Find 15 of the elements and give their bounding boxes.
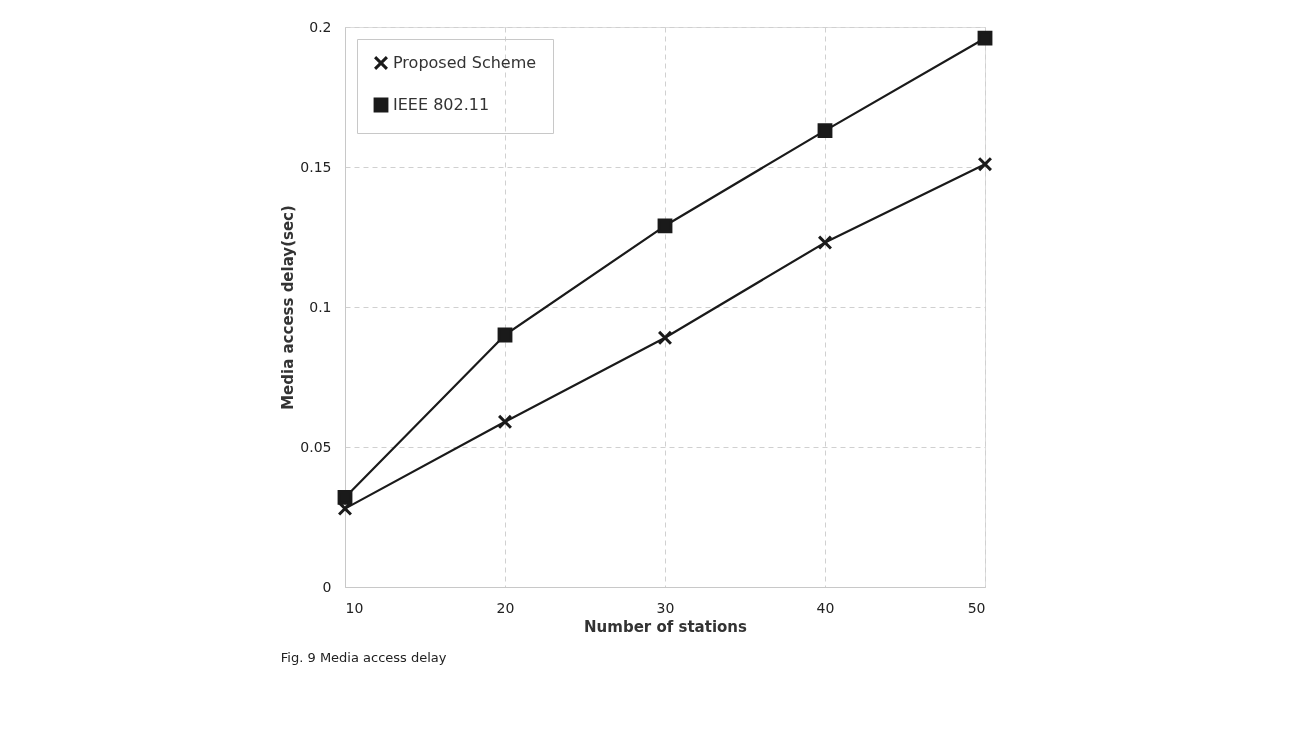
- x-tick-label: 40: [816, 599, 835, 616]
- y-tick-label: 0: [322, 578, 332, 595]
- x-tick-label: 10: [345, 599, 364, 616]
- caption: Fig. 9 Media access delay: [280, 650, 447, 665]
- x-tick-label: 50: [967, 599, 986, 616]
- x-tick-label: 20: [496, 599, 515, 616]
- y-tick-label: 0.1: [309, 298, 332, 315]
- x-axis-title: Number of stations: [584, 617, 748, 636]
- legend-label: IEEE 802.11: [393, 95, 490, 114]
- y-tick-label: 0.2: [309, 18, 332, 35]
- y-axis-title: Media access delay(sec): [279, 205, 298, 410]
- y-tick-label: 0.15: [300, 158, 332, 175]
- legend-label: Proposed Scheme: [393, 53, 537, 72]
- x-tick-label: 30: [656, 599, 675, 616]
- y-tick-label: 0.05: [300, 438, 332, 455]
